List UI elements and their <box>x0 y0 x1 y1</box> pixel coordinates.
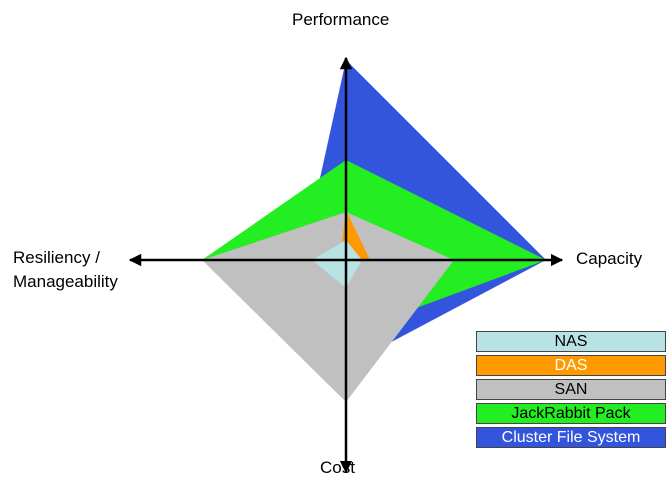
chart-axes <box>128 56 564 474</box>
axis-label-manageability: Manageability <box>13 272 118 291</box>
legend-item-jackrabbit-pack: JackRabbit Pack <box>476 403 666 424</box>
legend-item-san: SAN <box>476 379 666 400</box>
legend-item-nas: NAS <box>476 331 666 352</box>
legend-item-cluster-file-system: Cluster File System <box>476 427 666 448</box>
axis-label-capacity: Capacity <box>576 249 643 268</box>
series-nas <box>312 240 362 288</box>
legend-item-das: DAS <box>476 355 666 376</box>
legend: NAS DAS SAN JackRabbit Pack Cluster File Sys… <box>476 331 666 451</box>
axis-label-performance: Performance <box>292 10 390 29</box>
axis-label-resiliency: Resiliency / <box>13 248 100 267</box>
axis-label-cost: Cost <box>320 458 355 477</box>
